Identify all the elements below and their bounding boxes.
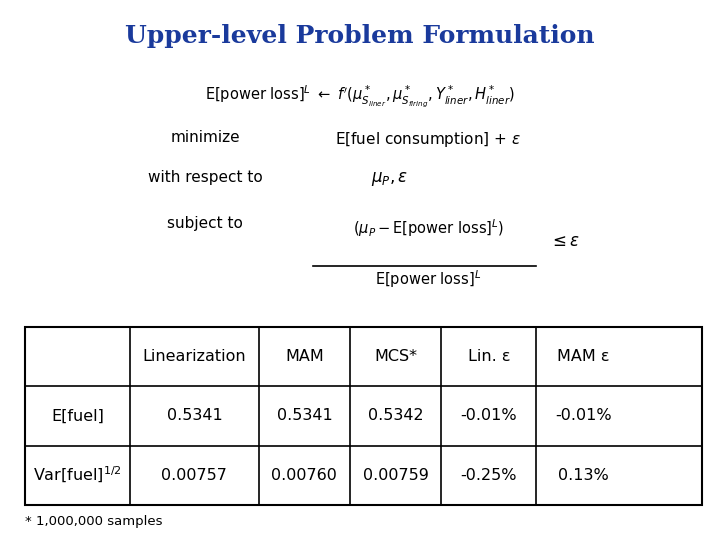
Text: Linearization: Linearization bbox=[143, 349, 246, 364]
Text: $\mu_P, \varepsilon$: $\mu_P, \varepsilon$ bbox=[371, 170, 408, 188]
Text: 0.5341: 0.5341 bbox=[276, 408, 332, 423]
Text: $\leq \varepsilon$: $\leq \varepsilon$ bbox=[549, 232, 580, 251]
Text: 0.5341: 0.5341 bbox=[166, 408, 222, 423]
Text: Var[fuel]$^{1/2}$: Var[fuel]$^{1/2}$ bbox=[33, 465, 122, 485]
Text: -0.01%: -0.01% bbox=[555, 408, 612, 423]
Text: MCS*: MCS* bbox=[374, 349, 418, 364]
Text: subject to: subject to bbox=[167, 216, 243, 231]
Text: 0.13%: 0.13% bbox=[558, 468, 609, 483]
Text: E[power loss]$^L$ $\leftarrow$ $f'(\mu^*_{S_{liner}}, \mu^*_{S_{firing}}, Y^*_{l: E[power loss]$^L$ $\leftarrow$ $f'(\mu^*… bbox=[205, 84, 515, 109]
Text: E[fuel]: E[fuel] bbox=[51, 408, 104, 423]
Text: Lin. ε: Lin. ε bbox=[467, 349, 510, 364]
Text: MAM ε: MAM ε bbox=[557, 349, 610, 364]
Text: 0.00759: 0.00759 bbox=[363, 468, 428, 483]
Text: * 1,000,000 samples: * 1,000,000 samples bbox=[25, 515, 163, 528]
Text: 0.00760: 0.00760 bbox=[271, 468, 337, 483]
Text: 0.00757: 0.00757 bbox=[161, 468, 228, 483]
Text: minimize: minimize bbox=[171, 130, 240, 145]
Bar bbox=[25, 327, 702, 505]
Text: -0.25%: -0.25% bbox=[461, 468, 517, 483]
Text: E[fuel consumption] + $\varepsilon$: E[fuel consumption] + $\varepsilon$ bbox=[336, 130, 521, 148]
Text: $(\mu_P - \mathrm{E[power\ loss]}^L)$: $(\mu_P - \mathrm{E[power\ loss]}^L)$ bbox=[353, 217, 504, 239]
Text: 0.5342: 0.5342 bbox=[368, 408, 423, 423]
Text: Upper-level Problem Formulation: Upper-level Problem Formulation bbox=[125, 24, 595, 48]
Text: with respect to: with respect to bbox=[148, 170, 263, 185]
Text: MAM: MAM bbox=[285, 349, 324, 364]
Text: -0.01%: -0.01% bbox=[461, 408, 517, 423]
Text: $\mathrm{E[power\ loss]}^L$: $\mathrm{E[power\ loss]}^L$ bbox=[375, 268, 482, 290]
